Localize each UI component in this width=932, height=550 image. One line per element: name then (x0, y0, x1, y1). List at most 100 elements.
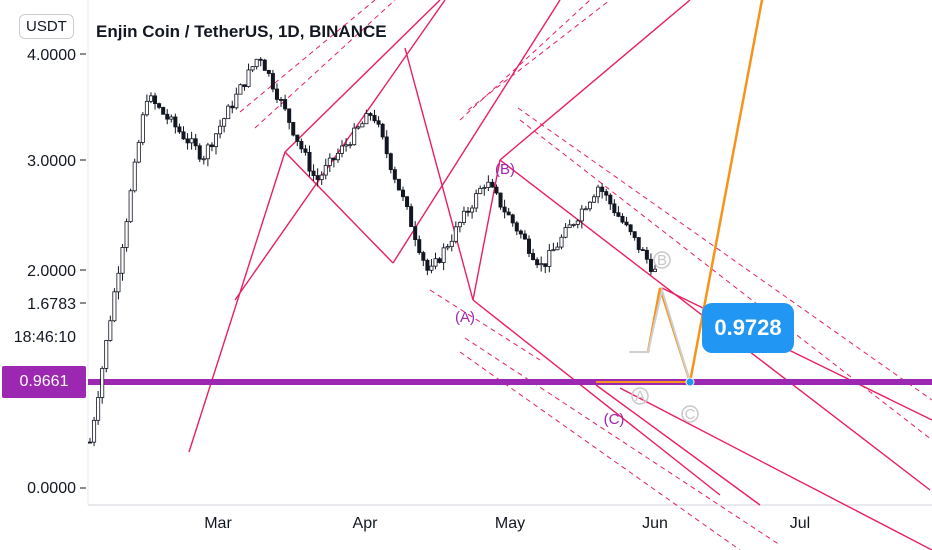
candle-body (112, 291, 117, 322)
candle-body (445, 246, 450, 249)
candle-body (274, 88, 279, 100)
x-tick-jun: Jun (642, 515, 668, 532)
candlestick-series (88, 57, 658, 447)
candle-body (392, 169, 397, 180)
candle-body (372, 115, 377, 122)
projection-path (629, 0, 764, 387)
candle-body (461, 210, 466, 223)
candle-body (230, 105, 235, 109)
candle-body (539, 263, 544, 266)
candle-body (124, 221, 129, 248)
candle-body (600, 186, 605, 192)
candle-body (608, 194, 613, 205)
candle-body (283, 99, 288, 110)
y-current-price: 1.6783 (27, 296, 76, 313)
minor-wave-label-b: B (657, 252, 667, 269)
candle-body (400, 189, 405, 198)
candle-body (161, 107, 166, 115)
candle-body (262, 59, 267, 71)
candle-body (177, 126, 182, 133)
candle-body (356, 126, 361, 129)
candle-body (409, 206, 414, 228)
candle-body (579, 208, 584, 222)
candle-body (201, 158, 206, 161)
candle-body (307, 151, 312, 172)
candle-body (482, 187, 487, 189)
candle-body (331, 157, 336, 161)
candle-body (421, 252, 426, 261)
candle-body (494, 186, 499, 194)
minor-wave-label-a: A (635, 388, 645, 405)
candle-body (510, 214, 515, 224)
candle-body (242, 84, 247, 87)
candle-body (226, 105, 231, 120)
candle-body (153, 95, 158, 105)
y-tick-3: 3.0000 (27, 153, 76, 170)
candle-body (299, 141, 304, 150)
candle-body (193, 138, 198, 147)
candle-body (653, 268, 658, 272)
candle-body (291, 122, 296, 136)
candle-body (335, 152, 340, 161)
candle-body (388, 153, 393, 171)
target-callout[interactable]: 0.9728 (702, 303, 794, 353)
candle-body (238, 84, 243, 95)
candle-body (254, 58, 259, 68)
candle-body (429, 265, 434, 271)
wave-label-a: (A) (455, 309, 475, 326)
candle-body (486, 181, 491, 188)
candle-body (287, 108, 292, 123)
wave-label-b: (B) (495, 161, 515, 178)
candle-body (551, 249, 556, 252)
candle-body (413, 226, 418, 240)
candle-body (474, 193, 479, 209)
candle-body (628, 224, 633, 233)
wave-label-c: (C) (604, 411, 625, 428)
candle-body (478, 188, 483, 194)
candle-body (96, 397, 101, 421)
candle-body (498, 192, 503, 208)
candle-body (522, 233, 527, 240)
pitchfork-channel-2 (404, 0, 931, 506)
candle-body (612, 203, 617, 214)
candle-body (433, 258, 438, 267)
candle-body (644, 249, 649, 260)
candle-body (368, 113, 373, 116)
candle-body (116, 272, 121, 293)
currency-unit-badge[interactable]: USDT (19, 14, 74, 39)
candle-body (266, 70, 271, 74)
chart-title: Enjin Coin / TetherUS, 1D, BINANCE (96, 22, 387, 41)
candle-body (340, 145, 345, 154)
candle-body (189, 138, 194, 144)
candle-body (234, 93, 239, 109)
candle-body (214, 133, 219, 148)
candle-body (563, 227, 568, 238)
candle-body (616, 212, 621, 217)
candle-body (380, 123, 385, 138)
candle-body (466, 210, 471, 213)
candle-body (222, 118, 227, 127)
candle-body (531, 253, 536, 261)
candle-body (453, 226, 458, 242)
candle-body (632, 231, 637, 238)
candle-body (567, 224, 572, 228)
y-tick-0: 0.0000 (27, 480, 76, 497)
candle-body (624, 221, 629, 226)
chart-grid (87, 0, 932, 506)
candle-body (376, 120, 381, 125)
candle-body (648, 258, 653, 272)
candle-body (218, 125, 223, 135)
candle-body (205, 144, 210, 160)
candle-body (596, 186, 601, 198)
candle-body (327, 157, 332, 166)
pitchfork-channel-1-outer (239, 0, 611, 129)
candle-body (157, 103, 162, 108)
candle-body (547, 250, 552, 267)
candle-body (108, 320, 113, 341)
candle-body (250, 66, 255, 71)
candle-body (295, 134, 300, 142)
candle-body (360, 123, 365, 128)
candle-body (490, 181, 495, 188)
candle-body (470, 207, 475, 213)
